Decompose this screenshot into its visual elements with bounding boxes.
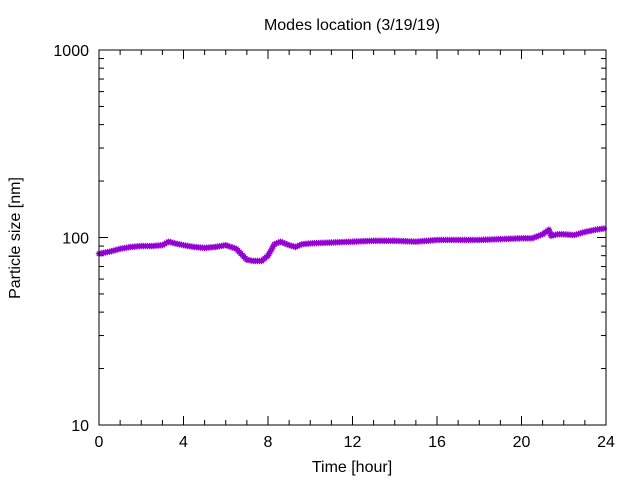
data-point xyxy=(577,230,584,237)
data-point xyxy=(296,241,303,249)
data-point xyxy=(159,241,166,249)
data-point xyxy=(547,230,554,238)
data-point xyxy=(292,243,299,251)
x-tick-label: 8 xyxy=(264,434,273,451)
x-tick-label: 0 xyxy=(95,434,104,451)
data-point xyxy=(161,240,168,248)
data-point xyxy=(573,231,580,238)
data-point xyxy=(546,228,553,235)
data-point xyxy=(224,242,232,250)
plot-frame xyxy=(98,49,607,426)
data-point xyxy=(294,242,301,250)
data-point xyxy=(281,240,289,247)
data-point xyxy=(283,241,291,248)
x-tick-label: 4 xyxy=(179,434,188,451)
data-point xyxy=(528,235,536,242)
x-tick-label: 20 xyxy=(513,434,531,451)
data-point xyxy=(535,232,542,240)
data-point xyxy=(275,239,282,246)
data-point xyxy=(530,234,538,241)
y-axis-label: Particle size [nm] xyxy=(7,177,24,299)
data-point xyxy=(222,241,229,249)
chart-title: Modes location (3/19/19) xyxy=(264,17,440,34)
y-tick-label: 10 xyxy=(71,418,89,435)
data-point xyxy=(288,242,295,249)
data-point xyxy=(575,230,582,238)
data-point xyxy=(600,225,608,232)
data-point xyxy=(273,240,280,247)
data-point xyxy=(579,229,586,236)
data-point xyxy=(279,239,286,246)
data-point xyxy=(290,243,297,250)
data-point xyxy=(277,238,284,245)
data-point xyxy=(533,233,540,240)
x-tick-label: 16 xyxy=(428,434,446,451)
data-point xyxy=(226,243,234,250)
data-point xyxy=(231,244,238,252)
y-tick-label: 1000 xyxy=(53,43,89,60)
data-point xyxy=(271,241,278,248)
data-point xyxy=(285,241,293,249)
x-tick-label: 24 xyxy=(597,434,615,451)
x-axis-label: Time [hour] xyxy=(312,459,392,476)
series xyxy=(95,225,608,265)
y-tick-label: 100 xyxy=(62,231,89,248)
data-point xyxy=(571,231,578,239)
data-point xyxy=(545,226,553,233)
data-point xyxy=(163,239,170,247)
data-point xyxy=(537,231,544,239)
x-tick-label: 12 xyxy=(344,434,362,451)
ticks: 0 4 8 12 16 20 24 10 100 1000 xyxy=(53,43,615,451)
data-point xyxy=(228,244,236,251)
